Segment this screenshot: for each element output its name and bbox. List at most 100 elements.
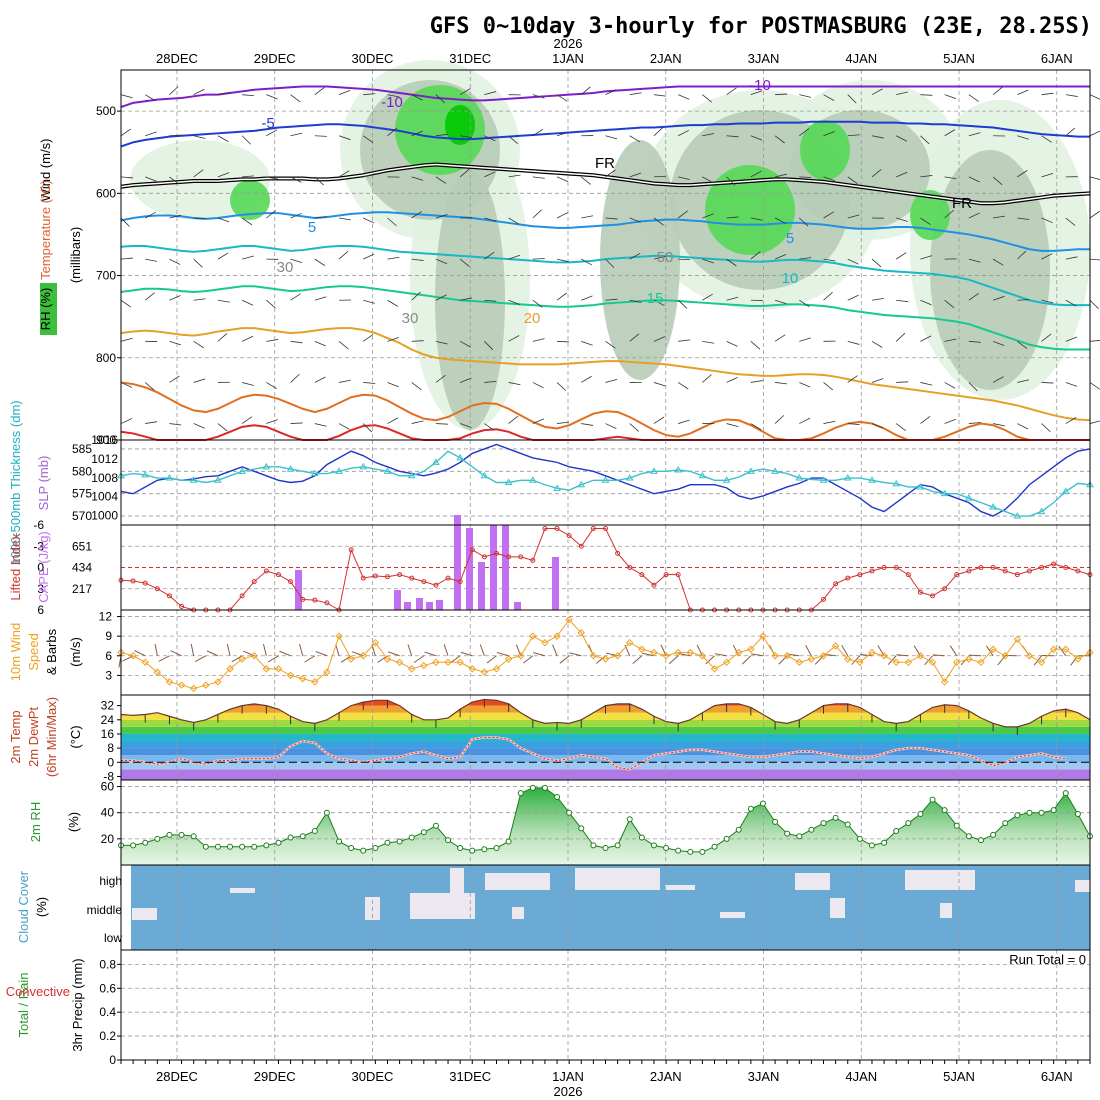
dewpt-line [121,737,1066,770]
wind-barb [605,378,618,383]
wind-barb [411,94,423,101]
wind-barb [581,423,594,426]
wind-marker [202,681,210,689]
li-marker [954,572,960,578]
wind-marker [371,638,380,647]
wind-marker [783,652,791,660]
wind-marker [238,655,246,663]
li-marker [566,533,572,539]
wind-barb [411,340,424,342]
wind-marker [1037,658,1046,667]
axis-label: Total / Rain [16,972,31,1037]
wind-barb [702,293,713,301]
wind-barb [169,214,182,219]
wind-barb [847,94,857,104]
date-label-bottom: 2JAN [650,1069,682,1084]
thickness-marker [674,466,683,473]
wind-barb [169,295,181,301]
wind-barb [871,297,884,301]
wind-barb [169,375,180,383]
wind-barb [217,217,230,223]
wind-barb [144,292,155,301]
wind-barb [486,655,497,664]
wind-10m-panel: 3 6 9 12 10m Wind Speed & Barbs (m/s) [8,609,1094,696]
wind-marker [565,616,573,624]
wind-barb [992,376,1004,383]
wind-barb [363,334,374,342]
wind-barb [823,94,835,101]
rh-marker [239,843,246,850]
wind-marker [456,658,464,667]
li-marker [1075,568,1081,574]
wind-barb [678,94,690,100]
wind-barb [144,382,155,391]
wind-barb [407,644,413,656]
wind-barb [314,87,325,95]
wind-barb [1041,253,1053,260]
rh-marker [796,833,803,840]
wind-barb [1065,127,1076,137]
wind-barb [120,176,133,179]
wind-marker [274,665,283,673]
axis-label: 2m RH [28,802,43,842]
wind-marker [747,645,755,653]
wind-barb [968,212,980,219]
wind-barb [314,376,326,383]
li-marker [1014,572,1020,578]
y-tick-label: 3 [37,582,44,596]
wind-barb [290,340,303,344]
wind-barb [726,135,739,138]
contour-label: FR [952,195,972,212]
cloud-row-label: high [99,874,122,888]
date-label-bottom: 28DEC [156,1069,198,1084]
wind-barb [532,299,543,308]
thickness-marker [601,476,610,483]
wind-barb [726,258,737,267]
li-marker [893,565,899,570]
wind-barb [920,299,932,306]
wind-barb [556,176,569,182]
wind-barb [677,382,689,390]
wind-marker [553,632,561,640]
wind-barb [193,298,206,301]
rh-marker [856,835,863,842]
wind-barb [508,174,521,178]
wind-barb [266,419,278,424]
wind-barb [1041,172,1054,178]
wind-barb [653,299,665,307]
wind-barb [920,94,933,96]
wind-barb [411,211,422,219]
rh-marker [687,848,694,855]
contour-label: 30 [402,310,419,327]
wind-barb [559,655,570,664]
wind-barb [750,90,763,96]
wind-barb [775,93,788,96]
wind-barb [145,258,158,262]
wind-barb [985,645,994,657]
wind-barb [1065,256,1078,260]
li-marker [372,573,378,579]
temp-band [121,712,1090,720]
wind-barb [750,423,762,431]
wind-marker [541,638,549,647]
li-marker [166,593,172,599]
li-marker [288,579,294,585]
wind-barb [460,297,473,301]
rh-marker [1050,807,1057,814]
cape-bar [404,602,411,610]
wind-marker [819,652,828,660]
wind-barb [968,382,978,392]
wind-barb [629,217,642,223]
y-tick-label: 24 [101,713,115,727]
wind-barb [859,654,873,657]
wind-barb [896,171,908,178]
rh-marker [747,805,754,812]
wind-barb [629,423,640,432]
wind-barb [569,652,582,657]
wind-barb [968,176,980,183]
wind-barb [1017,170,1028,178]
wind-barb [556,382,567,391]
axis-label: (°C) [68,725,83,748]
axis-label: & Barbs [44,628,59,675]
y-tick-label: 0.4 [99,1005,116,1019]
